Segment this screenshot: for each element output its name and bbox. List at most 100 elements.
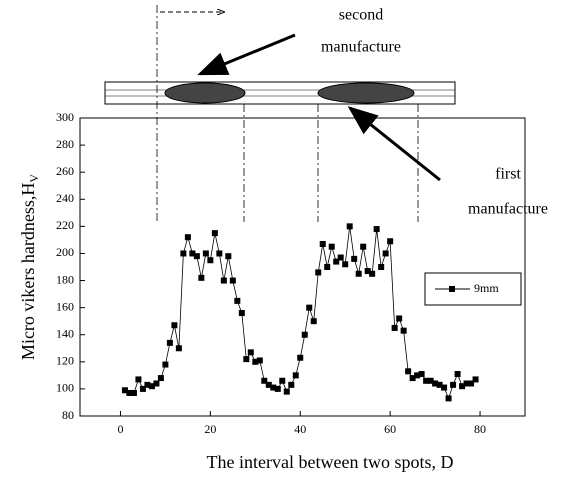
plot-frame bbox=[79, 117, 526, 417]
marker bbox=[364, 268, 371, 275]
marker bbox=[355, 270, 362, 277]
x-tick-label: 60 bbox=[384, 422, 396, 436]
marker bbox=[315, 269, 322, 276]
marker bbox=[229, 277, 236, 284]
marker bbox=[148, 383, 155, 390]
marker bbox=[220, 277, 227, 284]
marker bbox=[207, 257, 214, 264]
marker bbox=[382, 250, 389, 257]
marker bbox=[130, 389, 137, 396]
marker bbox=[427, 377, 434, 384]
marker bbox=[126, 389, 133, 396]
marker bbox=[301, 331, 308, 338]
marker bbox=[387, 238, 394, 245]
marker bbox=[405, 368, 412, 375]
y-tick-label: 80 bbox=[62, 408, 74, 422]
marker bbox=[139, 385, 146, 392]
marker bbox=[256, 357, 263, 364]
x-tick-label: 0 bbox=[117, 422, 123, 436]
marker bbox=[216, 250, 223, 257]
marker bbox=[333, 258, 340, 265]
y-axis-label: Micro vikers hardness,HV bbox=[18, 174, 41, 360]
y-tick-label: 280 bbox=[56, 137, 74, 151]
marker bbox=[261, 377, 268, 384]
marker bbox=[193, 253, 200, 260]
marker bbox=[369, 270, 376, 277]
x-tick-label: 80 bbox=[474, 422, 486, 436]
marker bbox=[414, 372, 421, 379]
marker bbox=[252, 358, 259, 365]
marker bbox=[234, 297, 241, 304]
marker bbox=[153, 380, 160, 387]
marker bbox=[306, 304, 313, 311]
marker bbox=[292, 372, 299, 379]
diagram bbox=[104, 5, 456, 222]
marker bbox=[342, 261, 349, 268]
marker bbox=[400, 327, 407, 334]
marker bbox=[225, 253, 232, 260]
marker bbox=[373, 226, 380, 233]
marker bbox=[351, 255, 358, 262]
x-tick-label: 20 bbox=[204, 422, 216, 436]
legend-label: 9mm bbox=[474, 281, 499, 295]
marker bbox=[157, 375, 164, 382]
marker bbox=[270, 384, 277, 391]
marker bbox=[144, 381, 151, 388]
marker bbox=[328, 243, 335, 250]
y-tick-label: 120 bbox=[56, 354, 74, 368]
marker bbox=[243, 356, 250, 363]
marker bbox=[279, 377, 286, 384]
marker bbox=[121, 387, 128, 394]
marker bbox=[198, 274, 205, 281]
marker bbox=[211, 230, 218, 237]
marker bbox=[288, 381, 295, 388]
marker bbox=[459, 383, 466, 390]
legend-marker bbox=[449, 286, 455, 292]
annotation: manufacture bbox=[321, 39, 401, 56]
marker bbox=[247, 349, 254, 356]
marker bbox=[432, 380, 439, 387]
y-label-main: Micro vikers hardness,H bbox=[18, 183, 38, 360]
marker bbox=[202, 250, 209, 257]
marker bbox=[324, 264, 331, 270]
marker bbox=[189, 250, 196, 257]
marker bbox=[391, 324, 398, 331]
marker bbox=[274, 385, 281, 392]
annotation: first bbox=[495, 166, 521, 183]
y-label-sub: V bbox=[27, 174, 41, 183]
marker bbox=[180, 250, 187, 257]
marker bbox=[337, 254, 344, 261]
x-tick-label: 40 bbox=[294, 422, 306, 436]
y-tick-label: 160 bbox=[56, 299, 74, 313]
y-tick-label: 220 bbox=[56, 218, 74, 232]
marker bbox=[423, 377, 430, 384]
y-tick-label: 260 bbox=[56, 164, 74, 178]
marker bbox=[346, 223, 353, 230]
marker bbox=[297, 354, 304, 361]
marker bbox=[360, 243, 367, 250]
y-tick-label: 300 bbox=[56, 110, 74, 124]
marker bbox=[319, 240, 326, 247]
marker bbox=[135, 376, 142, 383]
marker bbox=[445, 395, 452, 402]
marker bbox=[238, 310, 245, 317]
marker bbox=[265, 381, 272, 388]
marker bbox=[463, 380, 470, 387]
marker bbox=[454, 371, 461, 378]
y-tick-label: 180 bbox=[56, 272, 74, 286]
y-tick-label: 200 bbox=[56, 245, 74, 259]
marker bbox=[472, 376, 479, 383]
marker bbox=[171, 322, 178, 329]
marker bbox=[162, 361, 169, 368]
marker bbox=[450, 381, 457, 388]
marker bbox=[310, 318, 317, 325]
marker bbox=[283, 388, 290, 395]
marker bbox=[175, 345, 182, 352]
marker bbox=[166, 339, 173, 346]
marker bbox=[441, 384, 448, 391]
marker bbox=[396, 315, 403, 322]
y-tick-label: 240 bbox=[56, 191, 74, 205]
y-tick-label: 100 bbox=[56, 381, 74, 395]
marker bbox=[418, 371, 425, 378]
